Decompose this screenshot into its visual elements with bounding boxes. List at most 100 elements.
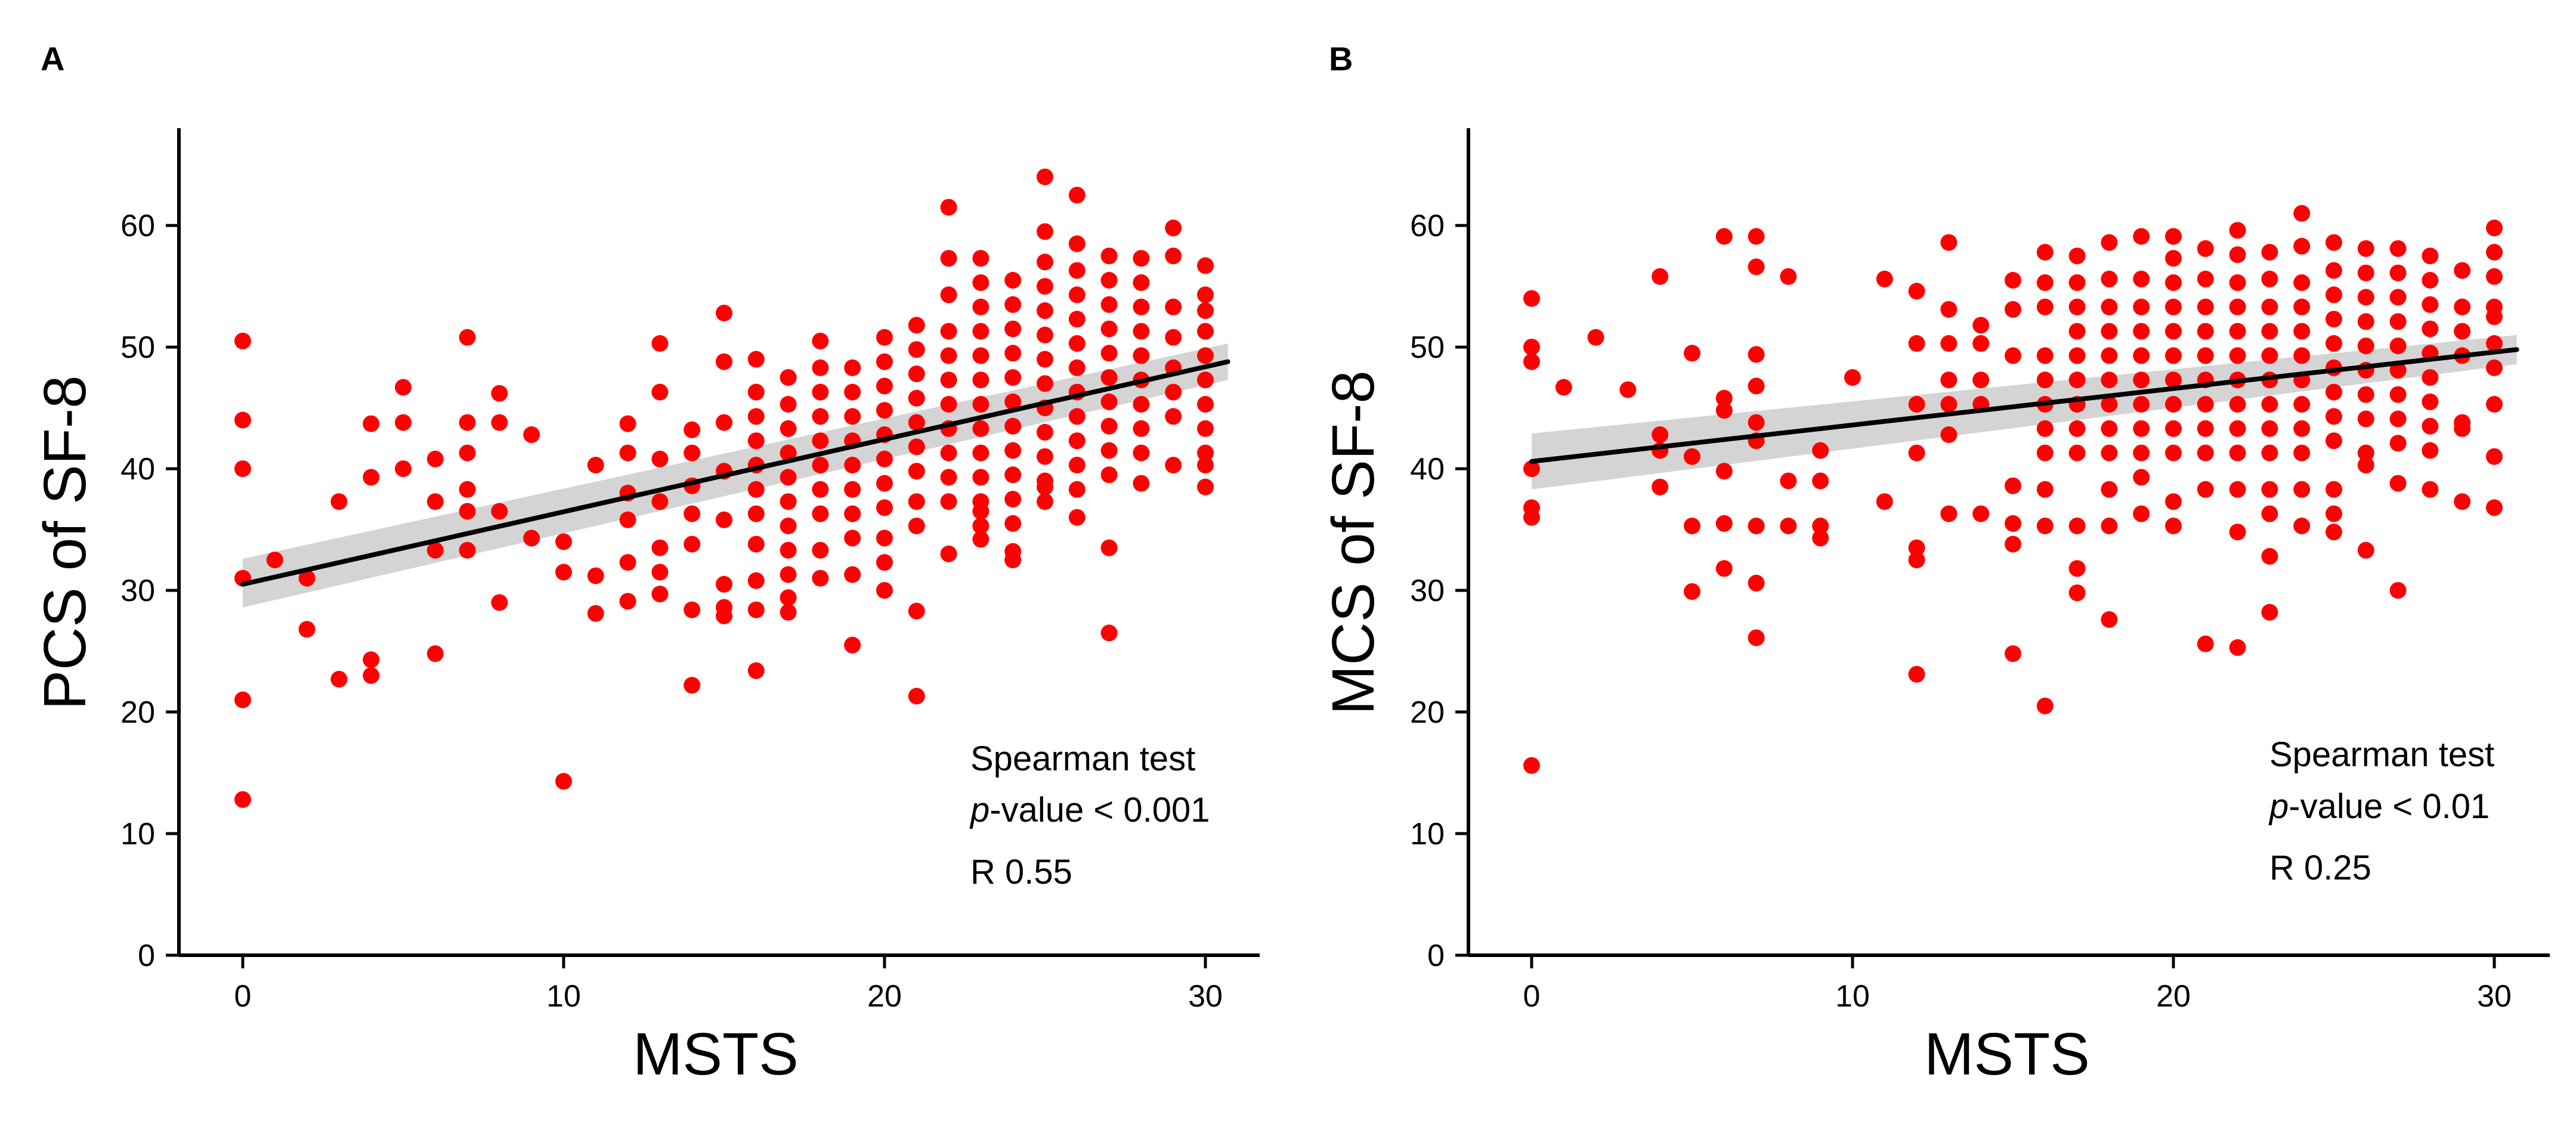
y-tick-label: 10 [120,817,155,851]
data-point [1523,509,1540,526]
data-point [2486,359,2503,376]
data-point [2486,335,2503,352]
data-point [2486,219,2503,237]
data-point [780,396,797,413]
data-point [1100,466,1118,484]
data-point [2325,524,2342,541]
data-point [2422,417,2439,435]
data-point [1748,258,1765,275]
data-point [1037,375,1053,392]
data-point [844,529,861,547]
data-point [908,518,925,534]
data-point [651,493,669,510]
data-point [1684,448,1700,465]
data-point [1619,381,1637,398]
data-point [940,371,957,389]
data-point [1004,543,1022,560]
data-point [1684,583,1700,600]
data-point [2197,481,2214,498]
data-point [684,505,701,522]
data-point [1940,396,1957,413]
data-point [2389,410,2407,428]
data-point [1100,369,1118,386]
data-point [2389,240,2407,257]
data-point [972,396,989,413]
data-point [1068,311,1086,328]
data-point [1068,235,1086,252]
data-point [2454,493,2471,510]
data-point [2068,247,2086,265]
data-point [780,589,797,606]
data-point [1197,286,1214,304]
data-point [459,481,476,498]
data-point [2422,272,2439,289]
data-point [1908,552,1925,569]
data-point [555,563,572,581]
data-point [1004,417,1022,435]
data-point [2197,240,2214,257]
data-point [1133,475,1150,492]
data-point [1940,426,1957,443]
data-point [908,688,925,705]
data-point [2101,611,2118,628]
data-point [2357,264,2374,281]
data-point [812,359,829,376]
data-point [2165,274,2182,291]
data-point [619,593,636,610]
y-tick-label: 20 [120,695,155,730]
data-point [426,450,444,467]
data-point [1004,515,1022,532]
data-point [2101,518,2118,534]
data-point [2133,396,2150,413]
data-point [2422,442,2439,459]
data-point [908,493,925,510]
x-tick-label: 0 [1523,979,1541,1014]
data-point [812,332,829,349]
data-point [940,396,957,413]
x-tick-label: 20 [867,979,902,1014]
data-point [1197,457,1214,473]
data-point [684,421,701,438]
data-point [844,481,861,498]
data-point [2261,481,2278,498]
p-value-text: -value < 0.001 [989,791,1210,829]
data-point [812,505,829,522]
data-point [2389,475,2407,492]
data-point [234,332,251,349]
data-point [2325,335,2342,352]
data-point [2229,222,2246,239]
data-point [1100,272,1118,289]
data-point [2197,298,2214,315]
data-point [2325,262,2342,279]
data-point [1165,298,1182,315]
stat-test-label: Spearman test [2269,735,2494,774]
data-point [1165,329,1182,346]
data-point [2165,323,2182,340]
data-point [2005,515,2021,532]
data-point [2133,270,2150,287]
data-point [747,572,765,589]
data-point [812,541,829,559]
data-point [363,415,380,432]
data-point [587,605,604,622]
data-point [1197,396,1214,413]
data-point [459,329,476,346]
data-point [1068,286,1086,304]
data-point [619,415,636,432]
data-point [2229,298,2246,315]
data-point [1748,377,1765,395]
data-point [2005,477,2021,494]
y-tick-label: 0 [138,939,155,973]
data-point [1100,417,1118,435]
data-point [876,377,893,395]
data-point [619,444,636,462]
data-point [812,383,829,401]
data-point [2229,274,2246,291]
data-point [2036,371,2054,389]
data-point [2101,371,2118,389]
data-point [1197,420,1214,437]
data-point [876,402,893,419]
data-point [747,662,765,679]
y-tick-label: 60 [1410,209,1445,243]
data-point [2165,298,2182,315]
